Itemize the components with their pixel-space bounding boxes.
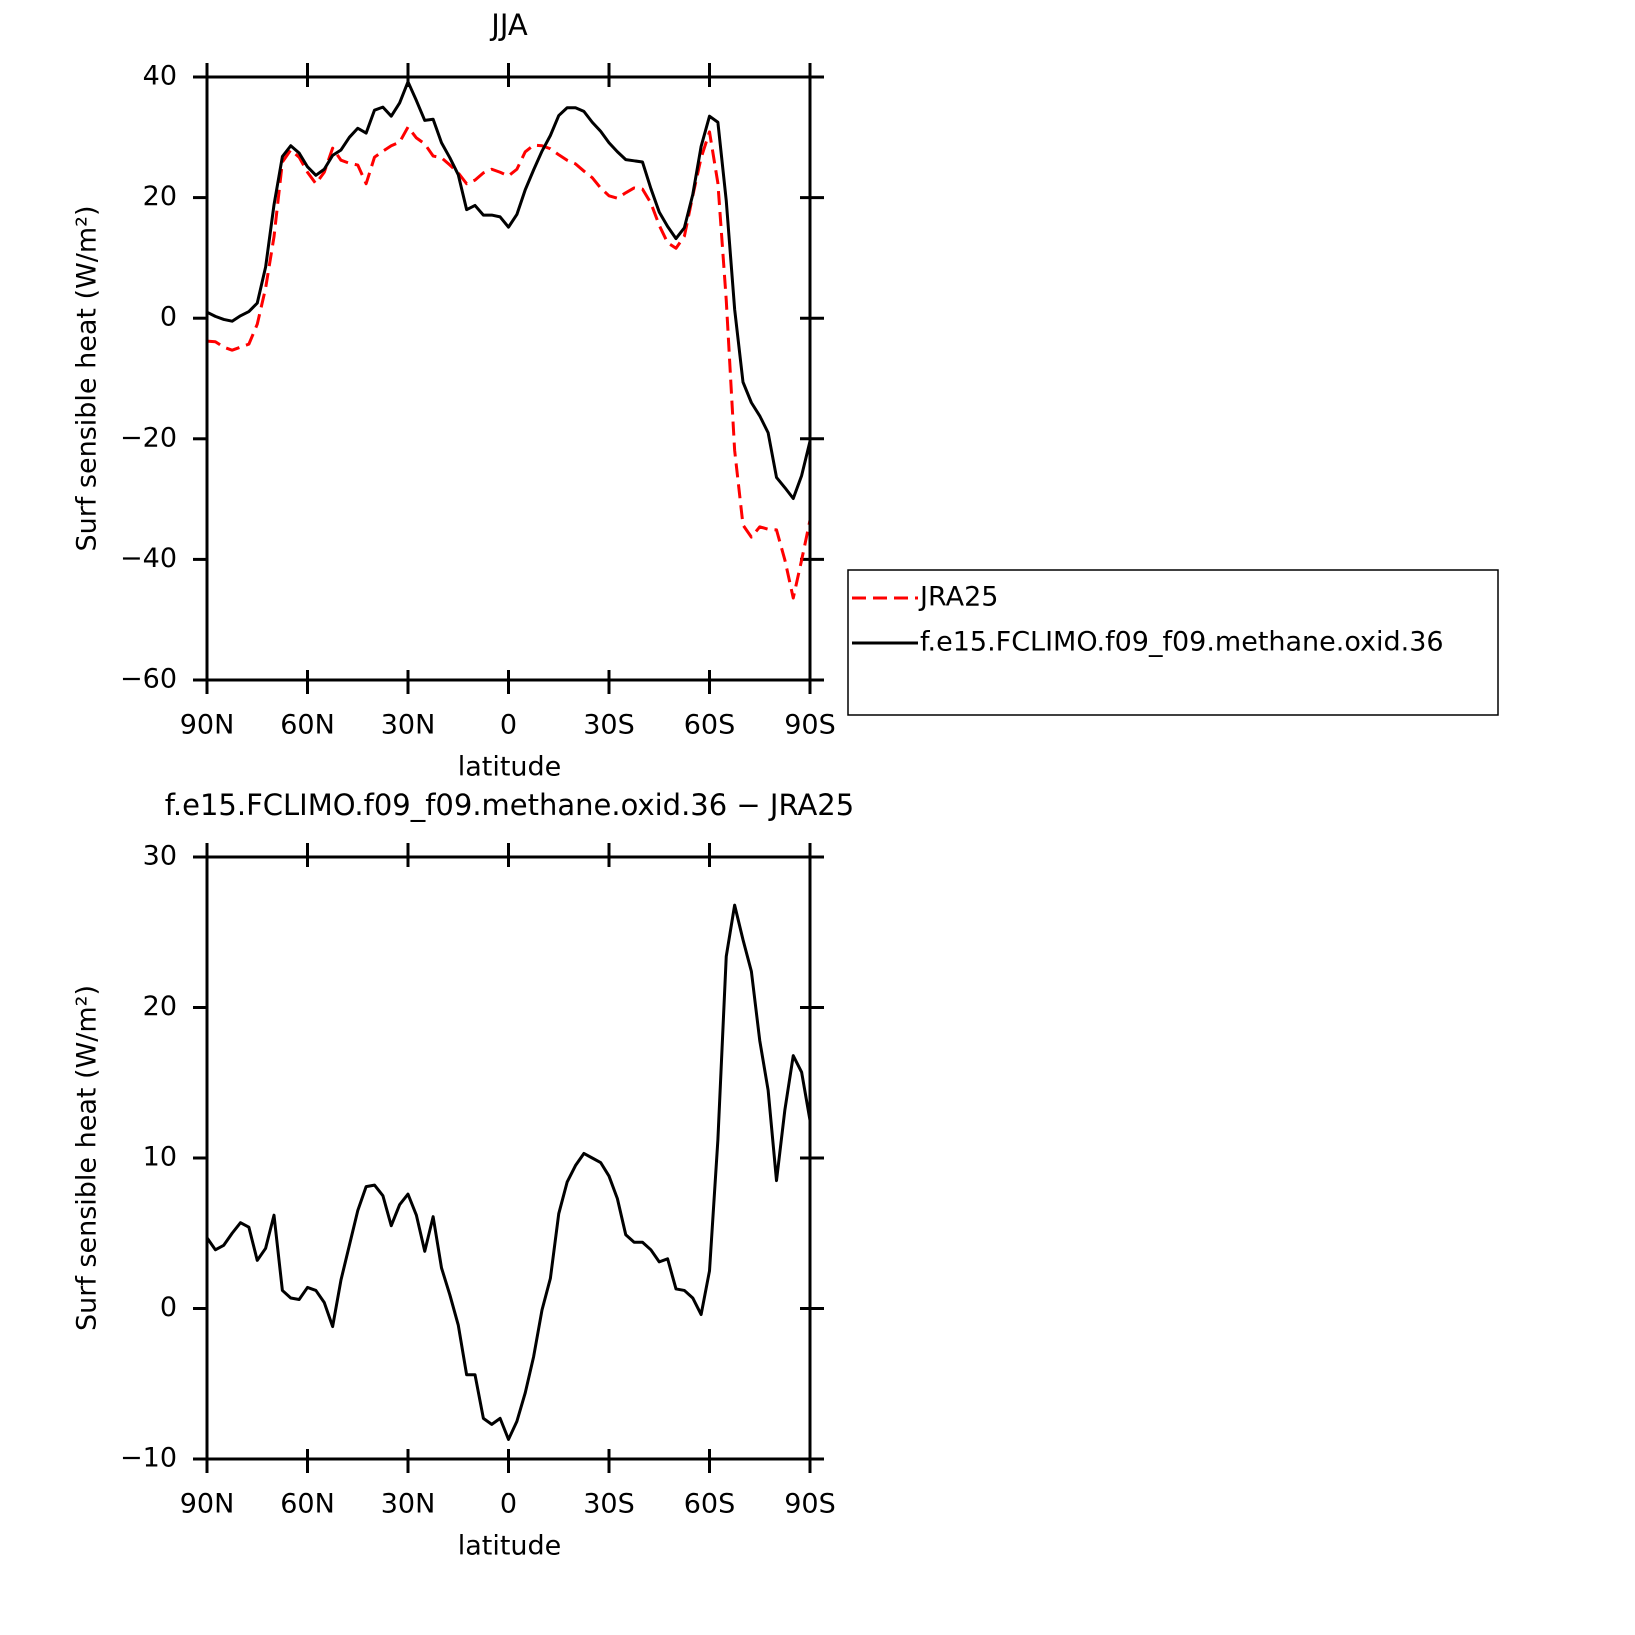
x-tick-label: 30N — [381, 710, 436, 741]
x-axis-label: latitude — [458, 752, 562, 783]
x-tick-label: 60N — [280, 1489, 335, 1520]
x-tick-label: 60S — [684, 1489, 736, 1520]
y-tick-label: −60 — [120, 664, 177, 695]
legend-box — [847, 569, 1499, 716]
y-tick-label: 0 — [160, 302, 177, 333]
plot-frame — [205, 75, 812, 682]
y-tick-label: 40 — [143, 61, 177, 92]
legend-label: f.e15.FCLIMO.f09_f09.methane.oxid.36 — [920, 627, 1444, 658]
x-tick-label: 90N — [180, 1489, 235, 1520]
plot-frame — [205, 855, 812, 1461]
data-line — [206, 125, 812, 600]
x-tick-label: 0 — [500, 1489, 517, 1520]
x-tick-label: 90S — [784, 1489, 836, 1520]
y-tick-label: 20 — [143, 181, 177, 212]
y-tick-label: 30 — [143, 841, 177, 872]
x-tick-label: 90N — [180, 710, 235, 741]
y-axis-label: Surf sensible heat (W/m²) — [72, 985, 103, 1331]
y-tick-label: 0 — [160, 1292, 177, 1323]
data-line — [205, 903, 812, 1441]
y-tick-label: −10 — [120, 1443, 177, 1474]
x-tick-label: 30N — [381, 1489, 436, 1520]
y-tick-label: 20 — [143, 991, 177, 1022]
x-tick-label: 60S — [684, 710, 736, 741]
y-axis-label: Surf sensible heat (W/m²) — [72, 205, 103, 551]
y-tick-label: −20 — [120, 422, 177, 453]
x-axis-label: latitude — [458, 1531, 562, 1562]
x-tick-label: 60N — [280, 710, 335, 741]
y-tick-label: 10 — [143, 1142, 177, 1173]
data-line — [206, 80, 812, 500]
chart-title: JJA — [489, 8, 528, 42]
x-tick-label: 0 — [500, 710, 517, 741]
x-tick-label: 90S — [784, 710, 836, 741]
y-tick-label: −40 — [120, 543, 177, 574]
x-tick-label: 30S — [583, 1489, 635, 1520]
legend-label: JRA25 — [918, 582, 998, 613]
chart-title: f.e15.FCLIMO.f09_f09.methane.oxid.36 − J… — [165, 788, 854, 822]
x-tick-label: 30S — [583, 710, 635, 741]
